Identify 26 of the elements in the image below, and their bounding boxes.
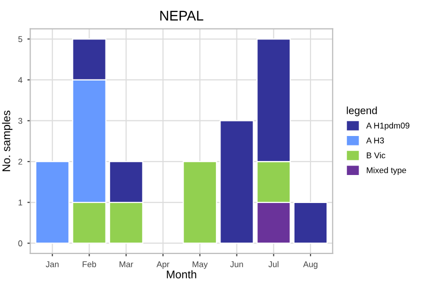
- x-tick-label: Jun: [230, 261, 243, 268]
- x-tick-label: May: [192, 261, 208, 269]
- x-tick-label: Feb: [82, 261, 96, 268]
- x-tick-label: Jul: [268, 261, 278, 268]
- y-tick-label: 3: [18, 118, 22, 124]
- y-tick-label: 1: [18, 200, 22, 206]
- x-tick-label: Aug: [303, 261, 318, 269]
- y-tick-label: 0: [18, 240, 22, 246]
- bar: [220, 120, 254, 244]
- y-tick-label: 5: [18, 36, 22, 42]
- legend-label: A H3: [366, 138, 384, 144]
- y-tick-label: 4: [18, 77, 22, 83]
- bar: [35, 160, 70, 244]
- chart-title: NEPAL: [160, 10, 204, 20]
- y-tick-label: 2: [18, 158, 22, 165]
- y-axis-title: No. samples: [2, 110, 12, 172]
- bar: [182, 160, 218, 244]
- x-tick-label: Mar: [120, 261, 134, 268]
- x-axis-title: Month: [166, 270, 196, 278]
- legend-title: legend: [346, 106, 377, 116]
- x-tick-label: Jan: [46, 261, 59, 268]
- legend-label: A H1pdm09: [366, 122, 410, 130]
- x-tick-label: Apr: [156, 261, 170, 269]
- bar: [293, 202, 328, 244]
- legend-label: B Vic: [366, 152, 386, 158]
- legend-label: Mixed type: [366, 167, 406, 175]
